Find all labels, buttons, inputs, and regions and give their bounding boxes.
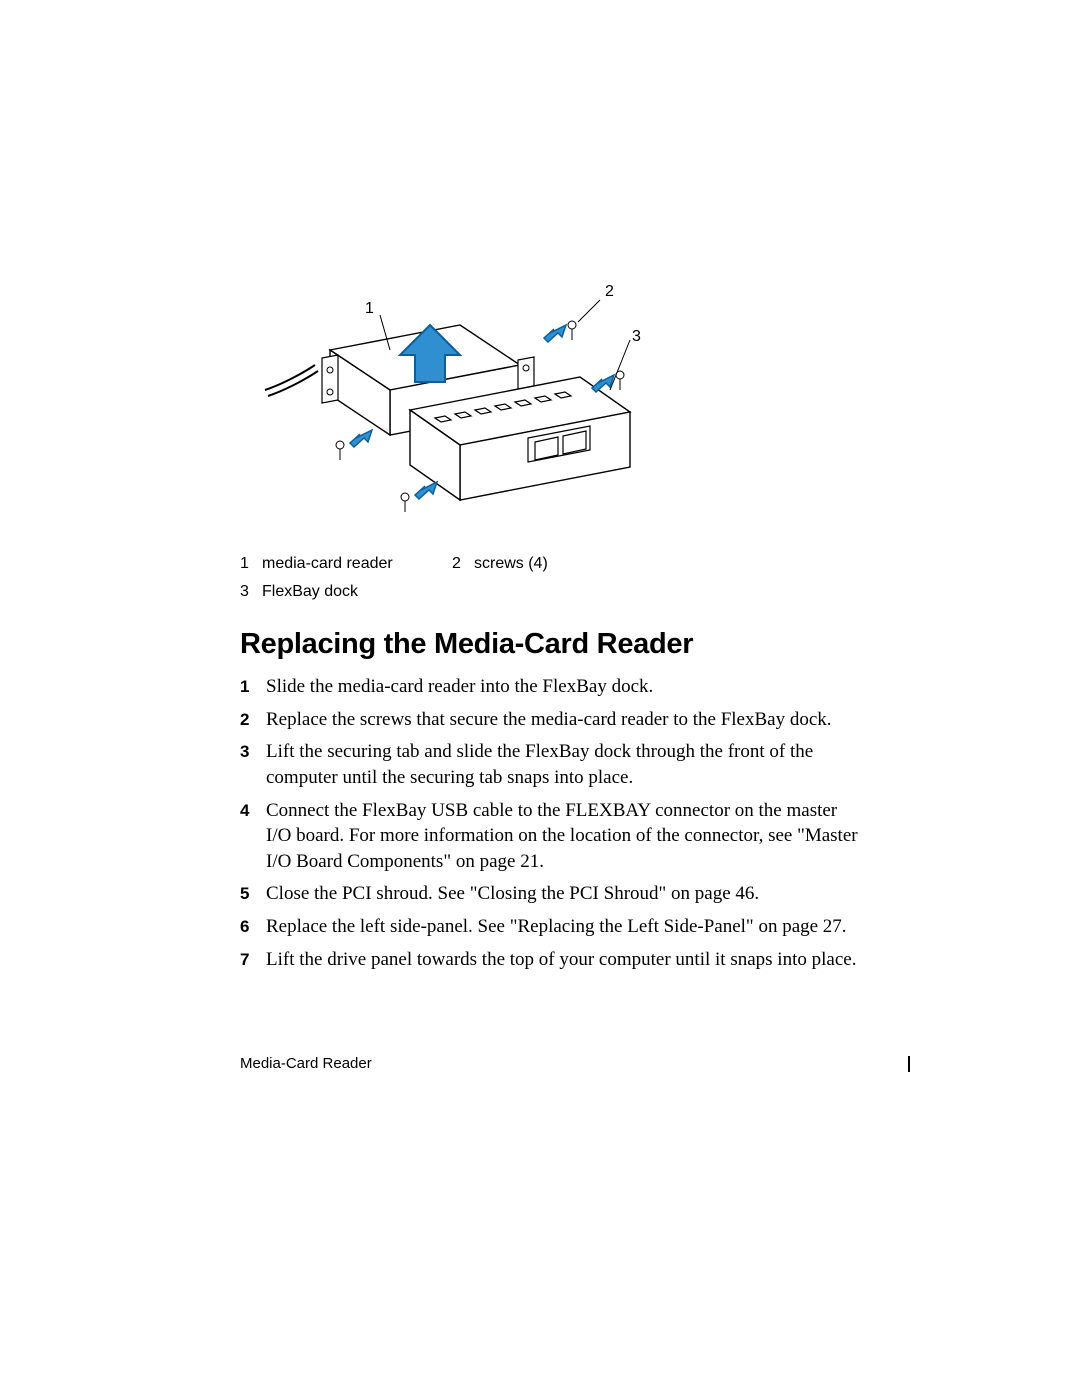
legend-num: 1 (240, 555, 262, 573)
legend-label: screws (4) (474, 555, 664, 573)
step-number: 7 (240, 947, 266, 973)
step-text: Close the PCI shroud. See "Closing the P… (266, 881, 860, 907)
step-number: 1 (240, 674, 266, 700)
exploded-diagram (260, 270, 660, 520)
step-item: 5 Close the PCI shroud. See "Closing the… (240, 881, 860, 907)
step-text: Lift the securing tab and slide the Flex… (266, 739, 860, 790)
step-item: 6 Replace the left side-panel. See "Repl… (240, 914, 860, 940)
step-text: Replace the screws that secure the media… (266, 707, 860, 733)
step-item: 1 Slide the media-card reader into the F… (240, 674, 860, 700)
diagram-legend: 1 media-card reader 2 screws (4) 3 FlexB… (240, 555, 664, 611)
legend-row: 3 FlexBay dock (240, 583, 664, 601)
section-heading: Replacing the Media-Card Reader (240, 628, 693, 661)
step-text: Slide the media-card reader into the Fle… (266, 674, 860, 700)
step-number: 4 (240, 798, 266, 875)
step-number: 6 (240, 914, 266, 940)
legend-row: 1 media-card reader 2 screws (4) (240, 555, 664, 573)
step-text: Lift the drive panel towards the top of … (266, 947, 860, 973)
step-number: 5 (240, 881, 266, 907)
steps-list: 1 Slide the media-card reader into the F… (240, 674, 860, 979)
step-text: Connect the FlexBay USB cable to the FLE… (266, 798, 860, 875)
step-item: 7 Lift the drive panel towards the top o… (240, 947, 860, 973)
legend-label: FlexBay dock (262, 583, 452, 601)
page: 1 2 3 (0, 0, 1080, 1397)
legend-label: media-card reader (262, 555, 452, 573)
step-item: 3 Lift the securing tab and slide the Fl… (240, 739, 860, 790)
footer-section: Media-Card Reader (240, 1055, 372, 1072)
step-number: 2 (240, 707, 266, 733)
step-item: 2 Replace the screws that secure the med… (240, 707, 860, 733)
page-footer: Media-Card Reader (240, 1055, 910, 1072)
legend-num: 3 (240, 583, 262, 601)
footer-divider (908, 1056, 910, 1072)
step-number: 3 (240, 739, 266, 790)
step-item: 4 Connect the FlexBay USB cable to the F… (240, 798, 860, 875)
step-text: Replace the left side-panel. See "Replac… (266, 914, 860, 940)
legend-num: 2 (452, 555, 474, 573)
